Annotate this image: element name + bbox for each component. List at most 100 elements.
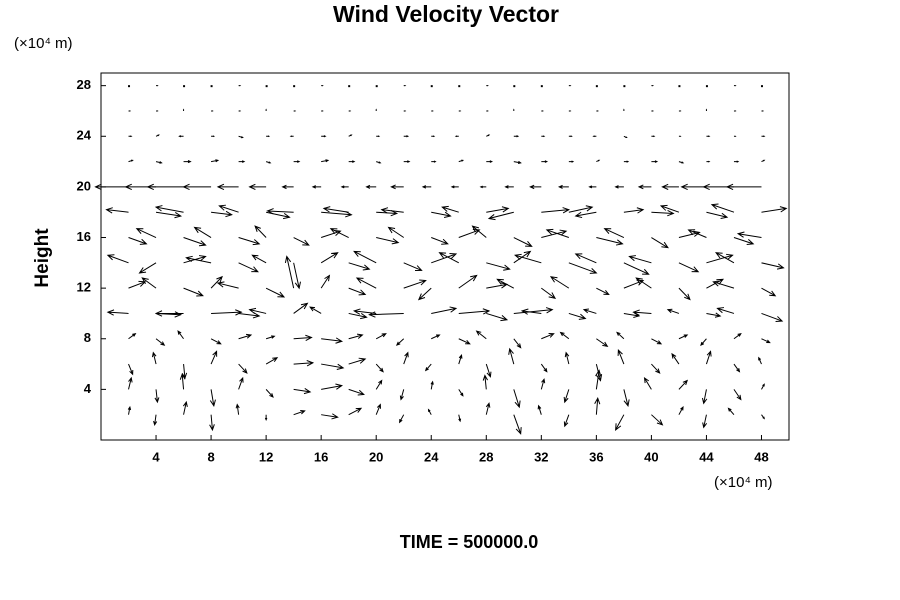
wind-vector: [513, 135, 520, 138]
wind-vector: [431, 211, 452, 218]
wind-vector: [614, 185, 624, 189]
wind-vector: [623, 85, 626, 88]
wind-vector: [541, 135, 546, 138]
wind-vector: [153, 414, 158, 427]
wind-vector: [540, 85, 543, 88]
wind-vector: [706, 160, 711, 163]
wind-vector: [727, 407, 735, 416]
wind-vector: [403, 351, 409, 365]
wind-vector: [761, 414, 765, 420]
y-axis-label: Height: [32, 228, 53, 288]
wind-vector: [431, 237, 449, 245]
wind-vector: [403, 160, 411, 163]
wind-vector: [94, 183, 129, 191]
wind-vector: [458, 85, 461, 88]
wind-vector: [430, 380, 434, 390]
wind-vector: [671, 352, 680, 365]
wind-vector: [210, 338, 222, 345]
wind-vector: [128, 280, 147, 289]
wind-vector: [596, 237, 624, 246]
wind-vector: [513, 160, 522, 164]
wind-vector: [514, 253, 542, 264]
y-unit: (×10⁴ m): [14, 35, 73, 52]
wind-vector: [541, 229, 568, 239]
wind-vector: [399, 389, 405, 401]
wind-vector: [568, 135, 573, 138]
wind-vector: [568, 312, 587, 320]
wind-vector: [678, 287, 691, 301]
wind-vector: [235, 403, 240, 415]
wind-vector: [138, 262, 157, 274]
wind-vector: [687, 229, 707, 238]
wind-vector: [154, 310, 184, 317]
wind-vector: [238, 312, 261, 319]
footer: TIME = 500000.0: [400, 532, 539, 552]
wind-vector: [761, 338, 771, 344]
wind-vector: [403, 262, 423, 272]
x-tick-label: 4: [152, 449, 160, 464]
wind-vector: [485, 402, 491, 415]
wind-vector: [616, 331, 625, 340]
wind-vector: [450, 185, 459, 189]
wind-vector: [421, 185, 432, 189]
wind-vector: [348, 287, 367, 296]
y-tick-label: 8: [84, 330, 91, 345]
y-tick-label: 28: [77, 77, 91, 92]
wind-vector: [238, 160, 246, 163]
wind-vector: [183, 85, 186, 88]
wind-vector: [210, 85, 213, 88]
wind-vector: [430, 85, 433, 88]
wind-vector: [710, 203, 735, 213]
wind-vector: [284, 255, 295, 289]
wind-vector: [596, 338, 609, 348]
wind-vector: [265, 85, 268, 88]
wind-vector: [321, 211, 353, 218]
wind-vector: [733, 237, 755, 246]
wind-vector: [680, 183, 707, 191]
wind-vector: [486, 134, 491, 137]
wind-vector: [329, 228, 349, 238]
wind-vector: [293, 262, 301, 290]
wind-vector: [549, 276, 570, 289]
wind-vector: [399, 414, 405, 424]
wind-vector: [513, 237, 533, 247]
wind-vector: [545, 228, 570, 238]
x-tick-label: 36: [589, 449, 603, 464]
wind-vector: [513, 85, 516, 88]
x-tick-label: 32: [534, 449, 548, 464]
wind-vector: [615, 414, 625, 431]
wind-vector: [281, 184, 294, 190]
wind-vector: [651, 135, 656, 138]
wind-vector: [264, 414, 268, 421]
wind-vector: [177, 330, 184, 340]
wind-vector: [211, 135, 216, 138]
wind-vector: [563, 389, 570, 404]
plot-frame: [100, 72, 790, 441]
wind-vector: [128, 159, 134, 163]
wind-vector: [403, 135, 410, 138]
wind-vector: [238, 262, 259, 273]
wind-vector: [376, 161, 382, 164]
wind-vector: [623, 160, 630, 163]
wind-vector: [155, 338, 166, 346]
wind-vector: [387, 226, 404, 238]
wind-vector: [678, 85, 681, 88]
wind-vector: [320, 252, 339, 264]
wind-vector: [424, 363, 432, 372]
x-tick-label: 48: [754, 449, 768, 464]
wind-vector: [486, 206, 510, 213]
wind-vector: [348, 357, 367, 365]
wind-vector: [596, 287, 610, 296]
wind-vector: [178, 135, 184, 138]
wind-vector: [380, 207, 404, 214]
wind-vector: [458, 389, 464, 397]
wind-vector: [659, 204, 680, 213]
wind-vector: [348, 407, 363, 416]
wind-vector: [210, 350, 218, 365]
wind-vector: [375, 333, 387, 340]
wind-vector: [651, 209, 675, 217]
wind-vector: [293, 302, 309, 314]
wind-vector: [592, 135, 597, 138]
